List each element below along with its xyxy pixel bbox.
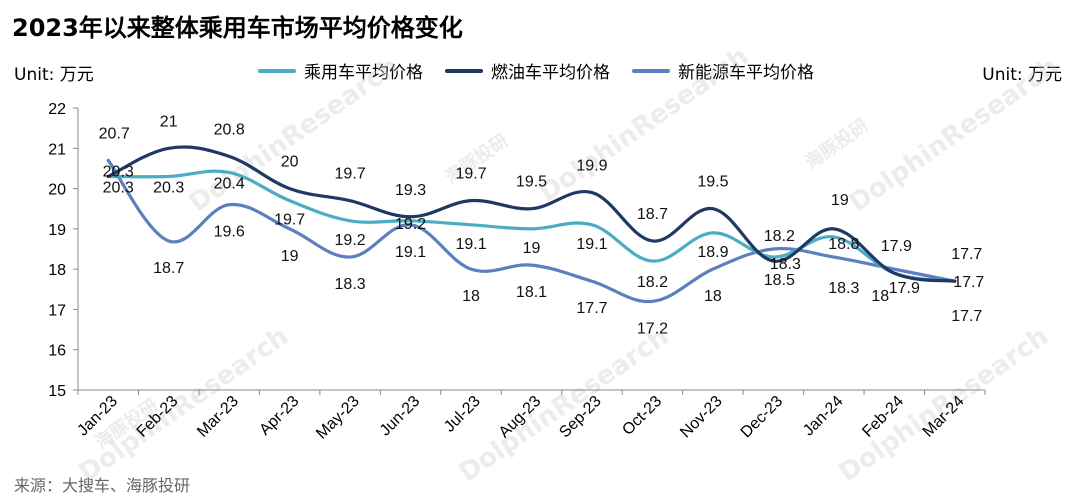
legend-swatch-nev — [632, 68, 670, 73]
data-label-passenger: 20.3 — [103, 179, 134, 196]
data-label-nev: 18.3 — [335, 276, 366, 293]
y-tick-label: 16 — [48, 343, 66, 360]
data-label-nev: 20.7 — [99, 125, 130, 142]
x-tick-label: May-23 — [313, 393, 363, 443]
data-label-fuel: 17.7 — [951, 246, 982, 263]
data-label-passenger: 20.4 — [214, 175, 245, 192]
legend-label-passenger: 乘用车平均价格 — [304, 63, 423, 83]
x-tick-label: Aug-23 — [496, 393, 545, 442]
legend-label-fuel: 燃油车平均价格 — [491, 63, 610, 83]
data-label-passenger: 18.3 — [770, 256, 801, 273]
legend-item-fuel: 燃油车平均价格 — [445, 58, 610, 83]
y-tick-label: 20 — [48, 182, 66, 199]
data-label-fuel: 19.7 — [455, 166, 486, 183]
data-label-fuel: 20.3 — [103, 163, 134, 180]
x-tick-label: Sep-23 — [556, 393, 605, 442]
data-label-fuel: 18.2 — [764, 228, 795, 245]
legend-swatch-fuel — [445, 68, 483, 73]
data-label-nev: 18 — [704, 288, 722, 305]
x-tick-label: Jul-23 — [441, 393, 484, 436]
unit-label-right: Unit: 万元 — [982, 65, 1062, 85]
data-label-passenger: 19.1 — [455, 236, 486, 253]
data-label-fuel: 19.7 — [335, 166, 366, 183]
data-label-passenger: 18.9 — [697, 244, 728, 261]
data-label-passenger: 17.7 — [953, 274, 984, 291]
y-tick-label: 19 — [48, 222, 66, 239]
data-label-passenger: 17.9 — [889, 280, 920, 297]
data-label-nev: 17.7 — [576, 300, 607, 317]
x-tick-label: Mar-23 — [194, 393, 242, 441]
x-tick-label: Feb-24 — [859, 393, 907, 441]
data-label-nev: 19 — [281, 248, 299, 265]
legend-item-passenger: 乘用车平均价格 — [258, 58, 423, 83]
data-label-passenger: 18.2 — [637, 274, 668, 291]
data-label-passenger: 20.3 — [153, 179, 184, 196]
legend: 乘用车平均价格 燃油车平均价格 新能源车平均价格 — [258, 58, 814, 83]
data-label-nev: 18.5 — [764, 272, 795, 289]
x-tick-label: Jan-23 — [74, 393, 121, 440]
data-label-fuel: 20 — [281, 154, 299, 171]
data-label-fuel: 19.5 — [697, 174, 728, 191]
x-tick-label: Mar-24 — [920, 393, 968, 441]
chart-title: 2023年以来整体乘用车市场平均价格变化 — [12, 14, 463, 42]
data-label-passenger: 19.1 — [576, 236, 607, 253]
data-label-fuel: 19.9 — [576, 158, 607, 175]
data-label-passenger: 19.2 — [395, 216, 426, 233]
x-tick-label: Jun-23 — [377, 393, 424, 440]
data-label-fuel: 19.5 — [516, 174, 547, 191]
data-label-passenger: 19.2 — [335, 232, 366, 249]
x-tick-label: Dec-23 — [738, 393, 787, 442]
series-line-fuel — [106, 145, 957, 283]
data-label-nev: 18.7 — [153, 260, 184, 277]
data-label-passenger: 19.7 — [274, 212, 305, 229]
data-label-nev: 17.7 — [951, 308, 982, 325]
source-note: 来源：大搜车、海豚投研 — [14, 476, 191, 495]
data-label-nev: 17.2 — [637, 320, 668, 337]
x-tick-label: Oct-23 — [619, 393, 665, 439]
y-tick-label: 22 — [48, 101, 66, 118]
legend-item-nev: 新能源车平均价格 — [632, 58, 814, 83]
x-tick-label: Nov-23 — [677, 393, 726, 442]
data-label-fuel: 20.8 — [214, 121, 245, 138]
legend-swatch-passenger — [258, 68, 296, 73]
unit-label-left: Unit: 万元 — [14, 65, 94, 85]
data-label-nev: 18 — [871, 288, 889, 305]
data-label-nev: 18 — [462, 288, 480, 305]
data-label-nev: 19.1 — [395, 244, 426, 261]
x-tick-label: Feb-23 — [134, 393, 182, 441]
data-label-fuel: 19 — [831, 192, 849, 209]
series-line-passenger — [106, 169, 957, 283]
legend-label-nev: 新能源车平均价格 — [678, 63, 814, 83]
data-label-nev: 18.3 — [828, 280, 859, 297]
data-label-fuel: 18.7 — [637, 206, 668, 223]
y-tick-label: 15 — [48, 383, 66, 400]
data-label-fuel: 21 — [160, 113, 178, 130]
data-label-nev: 19.6 — [214, 224, 245, 241]
y-tick-label: 21 — [48, 141, 66, 158]
x-tick-label: Apr-23 — [256, 393, 302, 439]
y-tick-label: 17 — [48, 302, 66, 319]
x-tick-label: Jan-24 — [800, 393, 847, 440]
data-label-passenger: 18.8 — [828, 236, 859, 253]
y-tick-label: 18 — [48, 262, 66, 279]
data-label-nev: 18.1 — [516, 284, 547, 301]
data-label-passenger: 19 — [523, 240, 541, 257]
data-label-fuel: 19.3 — [395, 182, 426, 199]
data-label-fuel: 17.9 — [881, 238, 912, 255]
